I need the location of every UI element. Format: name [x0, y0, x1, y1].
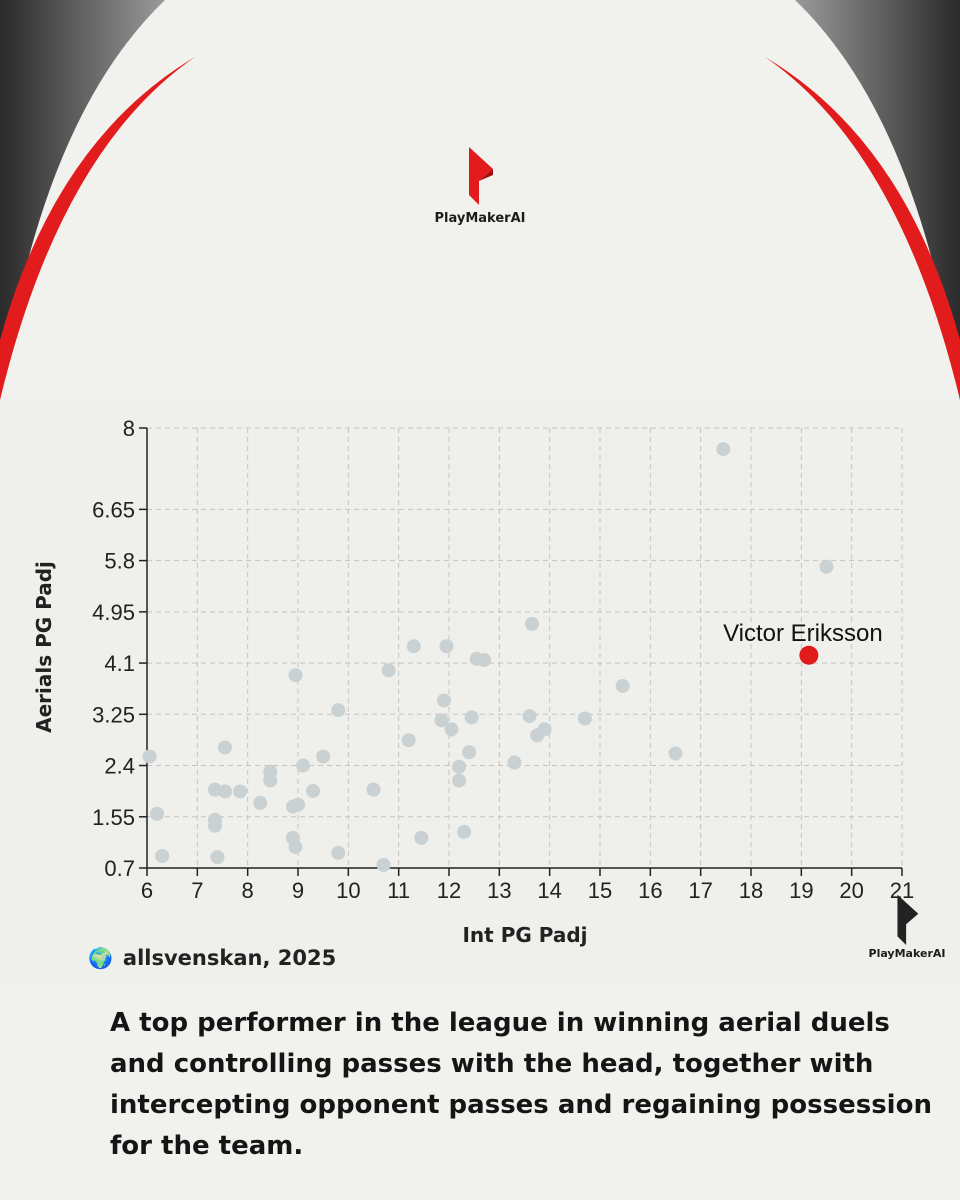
x-tick-label: 15: [588, 878, 612, 903]
y-tick-label: 6.65: [92, 497, 135, 522]
data-point: [716, 442, 731, 457]
data-point: [291, 797, 305, 812]
x-tick-label: 8: [242, 878, 254, 903]
scatter-chart: 6 7 8 9 10 11 12 13 14 15 16 17 18 19 20 21 0.7 1.55 2.4 3.…: [0, 400, 960, 985]
data-point: [439, 639, 454, 654]
source-line: 🌍 allsvenskan, 2025: [88, 946, 336, 970]
playmaker-logo-icon: [469, 147, 493, 205]
highlight-point: [799, 645, 819, 665]
chart-grid: [146, 427, 903, 869]
x-axis-label: Int PG Padj: [462, 923, 587, 947]
x-tick-label: 13: [487, 878, 511, 903]
data-point: [376, 857, 391, 872]
data-point: [316, 749, 331, 764]
y-tick-label: 2.4: [104, 754, 135, 779]
data-point: [819, 559, 834, 574]
y-tick-label: 0.7: [104, 856, 135, 881]
x-tick-label: 10: [336, 878, 360, 903]
data-point: [444, 722, 459, 737]
data-point: [401, 733, 416, 748]
data-point: [537, 722, 552, 737]
data-point: [381, 663, 396, 678]
brand-name: PlayMakerAI: [434, 211, 526, 226]
tick-labels: 6 7 8 9 10 11 12 13 14 15 16 17 18 19 20 21 0.7 1.55 2.4 3.…: [92, 416, 914, 903]
data-point: [142, 749, 157, 764]
y-tick-label: 5.8: [104, 549, 135, 574]
data-point: [434, 713, 449, 728]
x-tick-label: 20: [839, 878, 863, 903]
data-point: [525, 616, 540, 631]
playmaker-logo-icon: [897, 894, 919, 945]
x-tick-label: 11: [387, 878, 410, 903]
chart-panel: [0, 400, 960, 985]
data-point: [452, 759, 467, 774]
data-point: [150, 806, 165, 821]
data-point: [366, 782, 381, 797]
data-point: [436, 693, 451, 708]
data-points: [142, 442, 834, 872]
source-text: allsvenskan, 2025: [122, 946, 337, 970]
data-point: [414, 830, 429, 845]
y-axis-label: Aerials PG Padj: [32, 561, 56, 733]
x-tick-label: 16: [638, 878, 662, 903]
data-point: [477, 653, 492, 668]
data-point: [668, 746, 683, 761]
y-tick-label: 8: [123, 416, 135, 441]
data-point: [522, 709, 537, 724]
y-tick-label: 3.25: [92, 702, 135, 727]
x-tick-label: 17: [688, 878, 712, 903]
y-tick-label: 4.1: [104, 651, 135, 676]
brand-header: PlayMakerAI: [0, 145, 960, 226]
x-tick-label: 7: [191, 878, 203, 903]
brand-name: PlayMakerAI: [868, 947, 946, 960]
data-point: [207, 818, 222, 833]
data-point: [331, 845, 346, 860]
x-tick-label: 21: [890, 878, 914, 903]
data-point: [507, 755, 522, 770]
data-point: [296, 758, 311, 773]
data-point: [218, 784, 233, 799]
caption-text: A top performer in the league in winning…: [110, 1008, 932, 1161]
data-point: [615, 678, 630, 693]
data-point: [406, 639, 421, 654]
x-tick-label: 6: [141, 878, 153, 903]
y-tick-label: 1.55: [92, 805, 135, 830]
globe-icon: 🌍: [88, 946, 113, 970]
chart-axes: [139, 427, 903, 876]
y-tick-label: 4.95: [92, 600, 135, 625]
highlight-label: Victor Eriksson: [723, 620, 883, 647]
data-point: [253, 795, 268, 810]
data-point: [288, 839, 303, 854]
data-point: [263, 773, 278, 788]
brand-footer: PlayMakerAI: [862, 893, 952, 960]
data-point: [577, 711, 592, 726]
data-point: [306, 783, 321, 798]
data-point: [462, 745, 477, 760]
data-point: [210, 850, 225, 865]
data-point: [331, 703, 346, 718]
decorative-background: [0, 0, 960, 400]
data-point: [452, 773, 467, 788]
x-tick-label: 12: [437, 878, 461, 903]
data-point: [464, 710, 479, 725]
x-tick-label: 19: [789, 878, 813, 903]
x-tick-label: 18: [739, 878, 763, 903]
data-point: [457, 824, 472, 839]
data-point: [288, 668, 303, 683]
data-point: [233, 784, 248, 799]
x-tick-label: 9: [292, 878, 304, 903]
data-point: [155, 848, 170, 863]
x-tick-label: 14: [537, 878, 561, 903]
data-point: [218, 740, 233, 755]
